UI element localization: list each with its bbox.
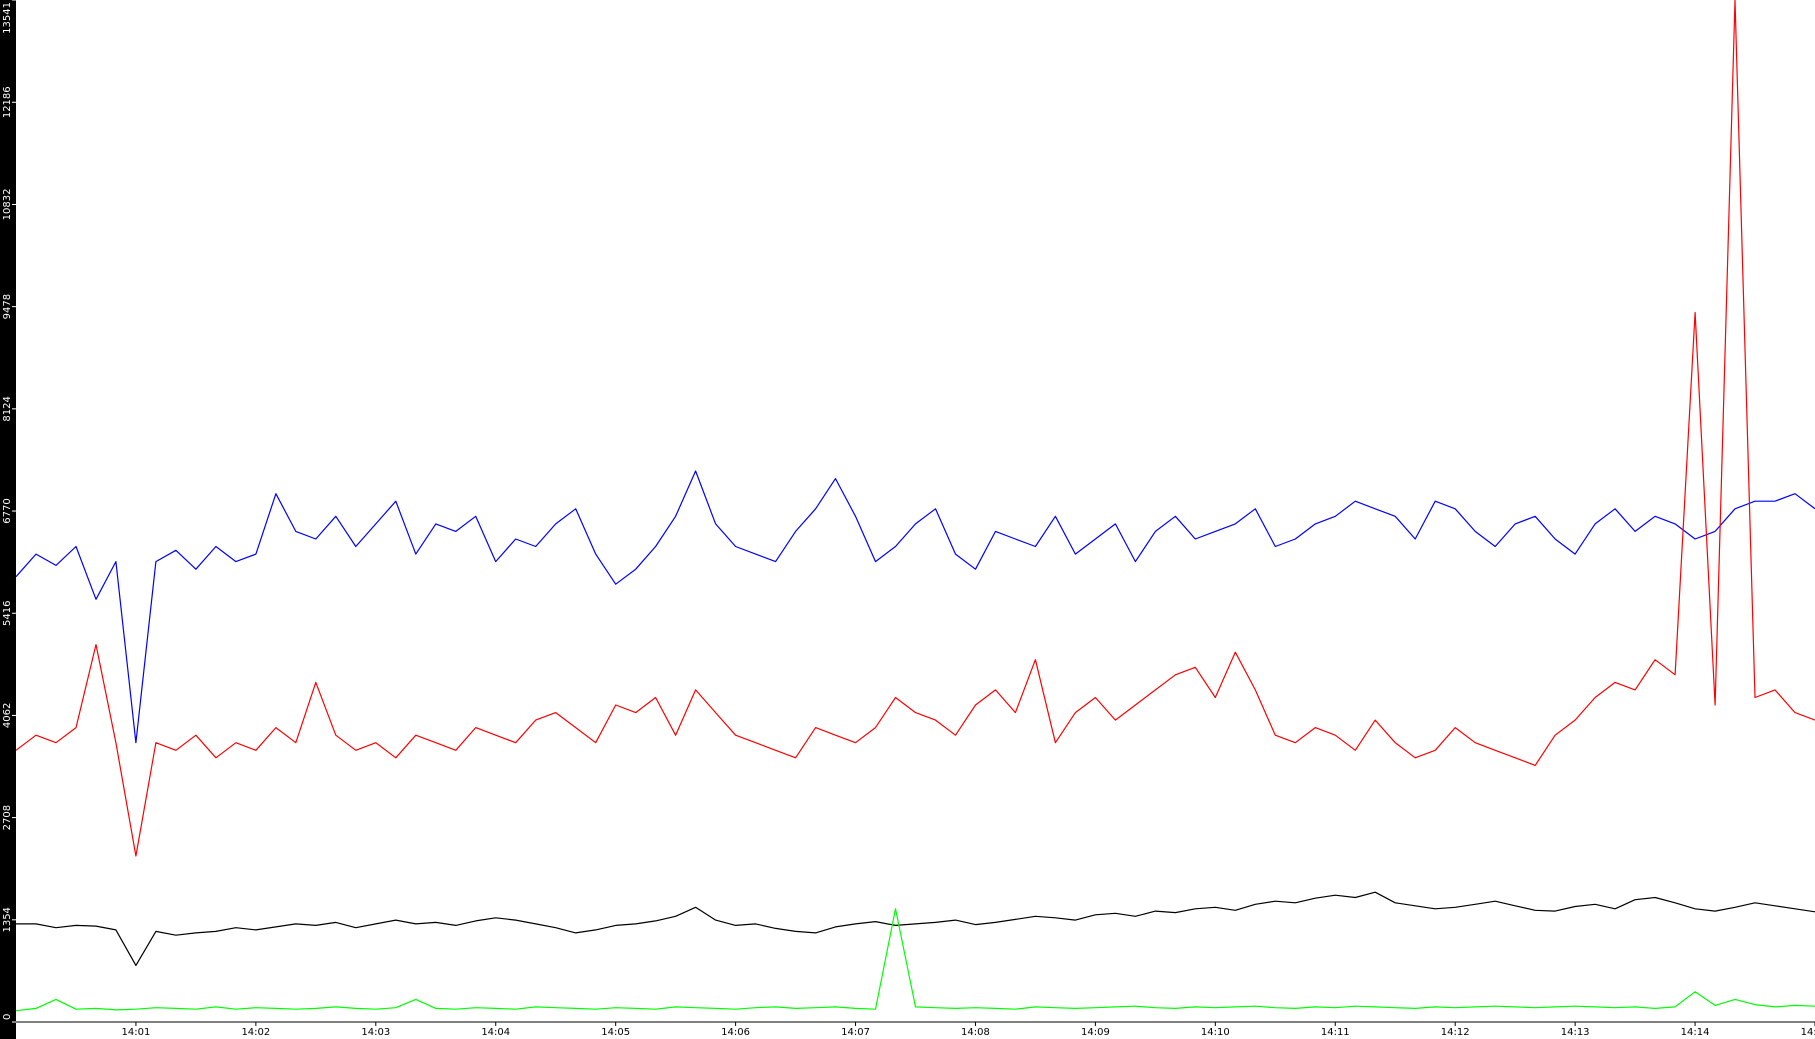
series-line — [15, 470, 1815, 744]
y-tick-label: 1354 — [2, 907, 13, 932]
x-tick-label: 14:02 — [241, 1027, 270, 1038]
x-tick-label: 14:12 — [1441, 1027, 1470, 1038]
series-line — [15, 0, 1815, 857]
x-tick-label: 14:11 — [1321, 1027, 1350, 1038]
x-tick-label: 14:01 — [122, 1027, 151, 1038]
y-tick-label: 9478 — [2, 294, 13, 319]
x-tick-label: 14:04 — [481, 1027, 510, 1038]
y-tick-label: 6770 — [2, 498, 13, 523]
x-tick-label: 14:13 — [1561, 1027, 1590, 1038]
y-tick-label: 12186 — [2, 86, 13, 118]
y-tick-label: 10832 — [2, 189, 13, 221]
x-tick-label: 14:03 — [361, 1027, 390, 1038]
x-tick-label: 14:15 — [1801, 1027, 1815, 1038]
x-tick-label: 14:08 — [961, 1027, 990, 1038]
x-tick-label: 14:14 — [1681, 1027, 1710, 1038]
x-tick-label: 14:05 — [601, 1027, 630, 1038]
series-line — [16, 891, 1815, 967]
y-tick-label: 5416 — [2, 601, 13, 626]
series-line — [15, 908, 1815, 1012]
y-tick-label: 2708 — [2, 805, 13, 830]
x-tick-label: 14:10 — [1201, 1027, 1230, 1038]
y-tick-label: 13541 — [2, 2, 13, 34]
x-tick-label: 14:07 — [841, 1027, 870, 1038]
y-axis-bar — [0, 0, 16, 1039]
y-tick-label: 4062 — [2, 703, 13, 728]
y-tick-label: 0 — [2, 1014, 13, 1020]
x-tick-label: 14:09 — [1081, 1027, 1110, 1038]
y-tick-label: 8124 — [2, 396, 13, 421]
x-tick-label: 14:06 — [721, 1027, 750, 1038]
